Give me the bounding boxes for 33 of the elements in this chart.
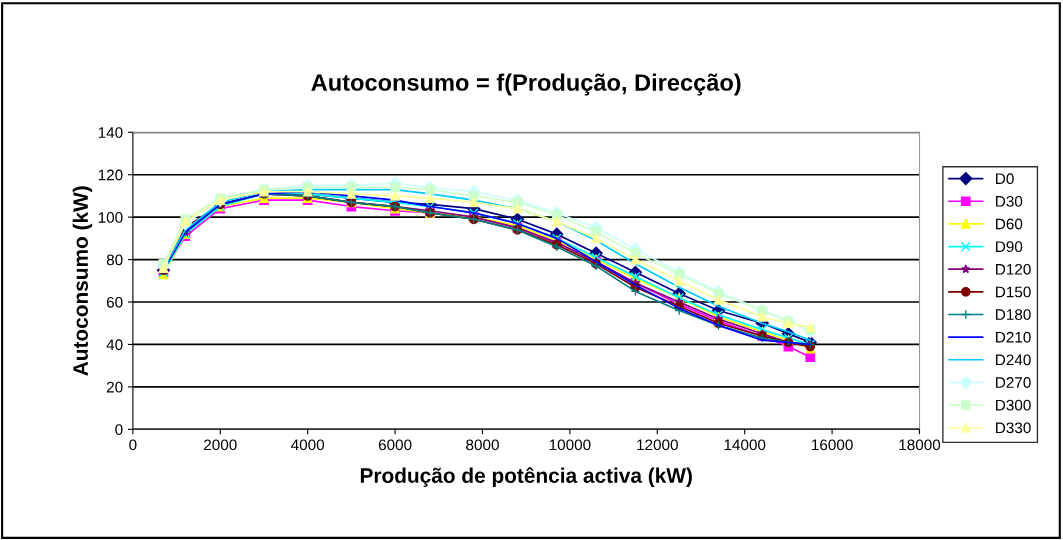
legend-label: D300	[996, 399, 1031, 411]
legend-label: D90	[996, 241, 1023, 253]
x-tick-label: 8000	[466, 439, 499, 451]
x-tick-label: 2000	[204, 439, 237, 451]
legend-label: D30	[996, 195, 1023, 207]
y-tick-label: 20	[106, 381, 123, 393]
x-tick-label: 10000	[549, 439, 591, 451]
legend-label: D330	[996, 422, 1031, 434]
chart-title: Autoconsumo = f(Produção, Direcção)	[311, 73, 741, 96]
legend-label: D180	[996, 309, 1031, 320]
x-tick-label: 12000	[637, 439, 678, 451]
y-tick-label: 80	[106, 254, 123, 266]
y-tick-label: 60	[106, 296, 123, 308]
y-tick-label: 0	[115, 424, 123, 435]
y-tick-label: 140	[98, 127, 123, 138]
x-tick-label: 0	[129, 439, 137, 451]
y-tick-label: 40	[106, 339, 123, 351]
legend-label: D0	[996, 173, 1014, 185]
x-tick-label: 4000	[291, 439, 325, 451]
y-tick-label: 100	[98, 212, 123, 223]
legend-label: D60	[996, 218, 1023, 230]
x-tick-label: 14000	[724, 439, 766, 451]
legend-label: D210	[996, 331, 1031, 343]
y-axis-title: Autoconsumo (kW)	[72, 186, 93, 376]
legend-label: D120	[996, 263, 1031, 275]
x-tick-label: 18000	[899, 439, 941, 451]
legend-label: D150	[996, 286, 1031, 298]
x-tick-label: 6000	[378, 439, 412, 451]
y-tick-label: 120	[98, 169, 123, 181]
legend-label: D270	[996, 377, 1031, 388]
x-axis-title: Produção de potência activa (kW)	[360, 467, 692, 488]
x-tick-label: 16000	[812, 439, 853, 451]
legend-label: D240	[996, 354, 1031, 366]
